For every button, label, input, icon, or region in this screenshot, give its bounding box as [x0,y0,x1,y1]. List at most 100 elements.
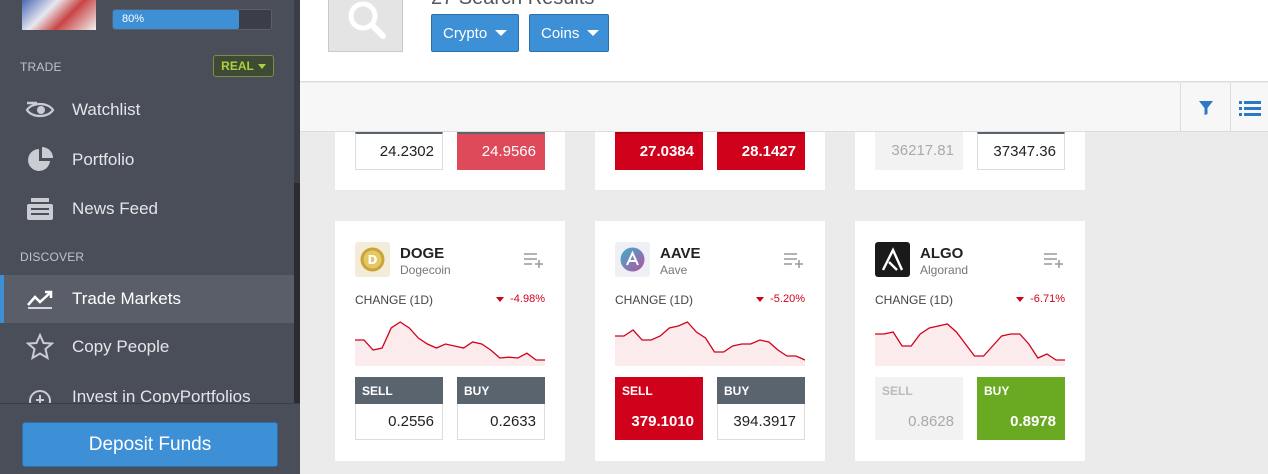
deposit-area: Deposit Funds [0,403,300,474]
change-label: CHANGE (1D) [875,293,954,307]
list-view-button[interactable] [1230,83,1268,132]
discover-section-label: DISCOVER [20,250,85,264]
change-percent: -4.98% [510,293,545,305]
dropdown-label: Crypto [443,24,488,42]
down-arrow-icon [1016,296,1025,302]
newspaper-icon [25,195,55,223]
sidebar: 80% TRADE REAL Watchlist Portfolio News … [0,0,300,474]
sell-button[interactable]: SELL 379.1010 [615,377,703,440]
funnel-icon [1198,100,1213,115]
search-results-count: 27 Search Results [431,0,594,10]
change-label: CHANGE (1D) [615,293,694,307]
magnifier-icon [348,1,386,39]
caret-down-icon [495,30,508,36]
sparkline-area [615,322,805,366]
deposit-funds-button[interactable]: Deposit Funds [22,422,278,467]
sidebar-item-portfolio[interactable]: Portfolio [0,136,294,184]
buy-price[interactable]: 24.9566 [457,132,545,170]
trade-section-label: TRADE [20,60,62,74]
sparkline-area [355,322,545,366]
sell-label: SELL [875,377,963,404]
progress-fill [113,10,240,29]
filter-crypto-dropdown[interactable]: Crypto [431,14,519,52]
market-card-partial: 36217.81 37347.36 [855,132,1085,190]
coin-symbol[interactable]: AAVE [660,245,701,262]
buy-button[interactable]: BUY 0.8978 [977,377,1065,440]
coin-symbol[interactable]: DOGE [400,245,445,262]
dogecoin-logo-icon: D [355,242,390,277]
down-arrow-icon [496,296,505,302]
buy-price: 394.3917 [717,404,805,440]
add-to-watchlist-icon[interactable] [783,251,805,269]
sell-price[interactable]: 24.2302 [355,132,443,170]
change-label: CHANGE (1D) [355,293,434,307]
filter-coins-dropdown[interactable]: Coins [529,14,609,52]
pie-chart-icon [25,146,55,174]
buy-label: BUY [457,377,545,404]
sparkline-line [875,323,1065,361]
trend-chart-icon [25,285,55,313]
add-to-watchlist-icon[interactable] [523,251,545,269]
buy-price: 0.8978 [977,404,1065,440]
sparkline-line [355,321,545,361]
sidebar-item-watchlist[interactable]: Watchlist [0,86,294,134]
sparkline-chart [875,323,1065,366]
sidebar-item-trade-markets[interactable]: Trade Markets [0,275,294,323]
sparkline-line [615,321,805,361]
buy-button[interactable]: BUY 394.3917 [717,377,805,440]
buy-button[interactable]: BUY 0.2633 [457,377,545,440]
change-percent: -5.20% [770,293,805,305]
sell-button[interactable]: SELL 0.2556 [355,377,443,440]
buy-label: BUY [977,377,1065,404]
sidebar-item-label: Portfolio [72,150,135,169]
aave-logo-icon [615,242,650,277]
market-card-doge[interactable]: D DOGE Dogecoin CHANGE (1D) -4.98% SELL … [335,221,565,461]
change-percent: -6.71% [1030,293,1065,305]
filter-button[interactable] [1180,83,1230,132]
search-image-box [328,0,403,52]
sidebar-scroll-thumb[interactable] [294,183,300,403]
search-header: 27 Search Results Crypto Coins [300,0,1268,82]
add-to-watchlist-icon[interactable] [1043,251,1065,269]
sell-price: 0.2556 [355,404,443,440]
coin-name: Dogecoin [400,263,451,277]
sidebar-item-label: News Feed [72,199,158,218]
market-card-partial: 27.0384 28.1427 [595,132,825,190]
down-arrow-icon [756,296,765,302]
sidebar-item-copy-people[interactable]: Copy People [0,323,294,371]
avatar[interactable] [22,0,96,30]
buy-price[interactable]: 37347.36 [977,132,1065,170]
sidebar-item-news-feed[interactable]: News Feed [0,185,294,233]
star-icon [25,333,55,361]
sell-price[interactable]: 27.0384 [615,132,703,170]
account-mode-dropdown[interactable]: REAL [213,55,274,77]
dropdown-label: Coins [541,24,580,42]
buy-price: 0.2633 [457,404,545,440]
market-card-algo[interactable]: ALGO Algorand CHANGE (1D) -6.71% SELL 0.… [855,221,1085,461]
sidebar-item-label: Invest in CopyPortfolios [72,387,251,406]
sparkline-chart [615,321,805,366]
caret-down-icon [587,30,600,36]
progress-label: 80% [122,13,145,25]
market-card-partial: 24.2302 24.9566 [335,132,565,190]
coin-symbol[interactable]: ALGO [920,245,964,262]
main-content: 27 Search Results Crypto Coins 24.2302 2… [300,0,1268,474]
sidebar-item-label: Copy People [72,337,170,356]
sidebar-item-label: Watchlist [72,100,141,119]
buy-label: BUY [717,377,805,404]
coin-name: Aave [660,263,688,277]
buy-price[interactable]: 28.1427 [717,132,805,170]
account-mode-label: REAL [221,59,254,73]
list-view-icon [1238,100,1261,116]
profile-progress-bar: 80% [112,9,272,30]
market-card-aave[interactable]: AAVE Aave CHANGE (1D) -5.20% SELL 379.10… [595,221,825,461]
sparkline-chart [355,321,545,366]
sidebar-item-label: Trade Markets [72,289,181,308]
sell-label: SELL [355,377,443,404]
sell-button[interactable]: SELL 0.8628 [875,377,963,440]
sidebar-item-copyportfolios[interactable]: Invest in CopyPortfolios [0,373,294,421]
sell-price[interactable]: 36217.81 [875,132,963,170]
sell-price: 0.8628 [875,404,963,440]
change-value: -4.98% [496,293,545,305]
results-toolbar [300,83,1268,132]
